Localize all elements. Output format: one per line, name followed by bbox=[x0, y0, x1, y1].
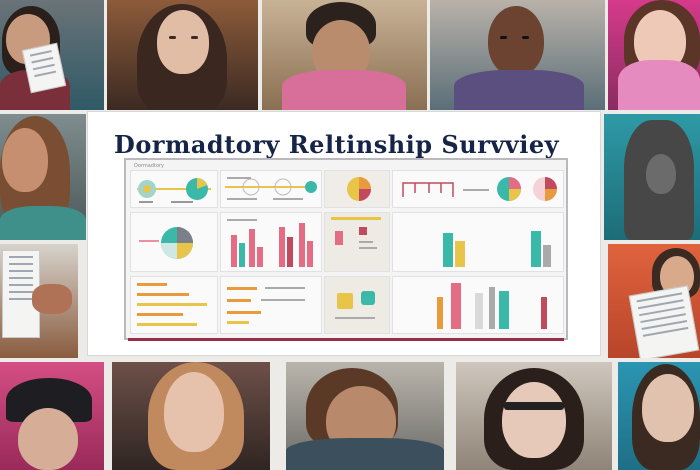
panel-tab-label: Dormadtory bbox=[134, 163, 165, 169]
title-band: Dormadtory Reltinship Survviey bbox=[104, 120, 584, 164]
survey-title: Dormadtory Reltinship Survviey bbox=[114, 130, 560, 159]
photo-tile bbox=[618, 362, 700, 470]
list-widget-a bbox=[130, 276, 218, 334]
photo-tile bbox=[262, 0, 427, 110]
line-widget bbox=[392, 170, 564, 208]
photo-tile bbox=[456, 362, 612, 470]
timeline-widget bbox=[130, 170, 218, 208]
photo-tile bbox=[112, 362, 270, 470]
photo-tile bbox=[0, 114, 86, 240]
photo-tile bbox=[430, 0, 605, 110]
photo-tile bbox=[0, 0, 104, 110]
bar-widget-b bbox=[324, 212, 390, 272]
bar-widget-d bbox=[392, 276, 564, 334]
dashboard-panel: Dormadtory bbox=[124, 158, 568, 340]
icon-widget bbox=[324, 276, 390, 334]
photo-tile bbox=[608, 0, 700, 110]
photo-tile bbox=[107, 0, 258, 110]
survey-dashboard: Dormadtory Reltinship Survviey Dormadtor… bbox=[88, 112, 600, 355]
pie-widget bbox=[324, 170, 390, 208]
photo-tile bbox=[604, 114, 700, 240]
progress-widget bbox=[220, 170, 322, 208]
photo-tile bbox=[286, 362, 444, 470]
list-widget-b bbox=[220, 276, 322, 334]
photo-tile bbox=[0, 362, 104, 470]
bar-widget-a bbox=[220, 212, 322, 272]
photo-tile bbox=[608, 244, 700, 358]
donut-widget bbox=[130, 212, 218, 272]
bar-widget-c bbox=[392, 212, 564, 272]
accent-underline bbox=[128, 338, 564, 341]
photo-tile bbox=[0, 244, 78, 358]
